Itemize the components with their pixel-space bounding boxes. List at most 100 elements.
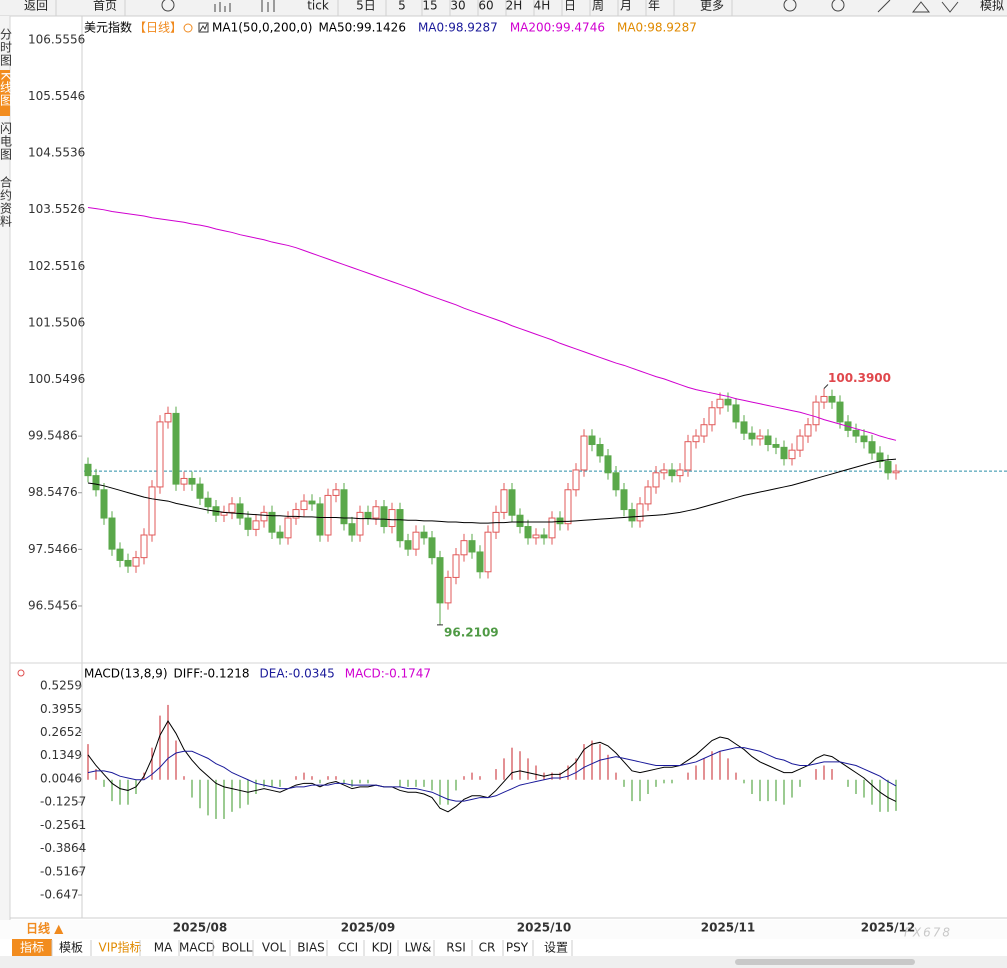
bottom-tab[interactable]: 模板 [59,941,83,955]
y-tick-label: -0.1257 [40,795,86,809]
toolbar-button[interactable]: 更多 [700,0,724,13]
toolbar-button[interactable]: 日 [564,0,576,13]
candle-body [732,404,740,423]
up-icon[interactable] [911,1,931,13]
settings-icon[interactable] [17,669,25,677]
candle-body [460,540,468,556]
candle-body [620,489,628,511]
toolbar-button[interactable]: 年 [648,0,660,13]
candle-body [372,506,380,519]
candle-body [172,412,180,485]
candle-body [596,444,604,457]
bottom-tab[interactable]: KDJ [372,941,393,955]
side-tab[interactable]: K线图 [0,72,13,107]
draw-icon[interactable] [877,0,891,13]
bottom-tab[interactable]: CCI [338,941,358,955]
bottom-tab[interactable]: BOLL [222,941,253,955]
candle-body [84,463,92,477]
candle-body [228,503,236,513]
toolbar-button[interactable]: 5日 [356,0,376,13]
candle-body [444,576,452,604]
period-label: 【日线】 [134,21,182,35]
bottom-tab[interactable]: RSI [446,941,466,955]
high-marker [823,384,829,389]
candle-icon[interactable] [261,0,275,12]
bottom-tab[interactable]: VIP指标 [99,940,142,955]
indicator-label: MA1(50,0,200,0) [212,21,312,35]
chart-title: 美元指数 [84,20,132,35]
bottom-tab[interactable]: LW& [405,941,432,955]
bottom-bar [0,920,1007,939]
candle-body [364,511,372,519]
toolbar-button[interactable]: 模拟 [980,0,1004,13]
candle-body [780,446,788,460]
toolbar-button[interactable]: 首页 [93,0,117,13]
chart-icon[interactable] [214,2,231,12]
bottom-tab[interactable]: VOL [262,941,286,955]
candle-body [308,500,316,505]
candle-body [356,511,364,536]
toolbar-button[interactable]: 返回 [24,0,48,13]
candle-body [692,435,700,443]
indicator-icon-line [199,23,208,32]
bottom-tab[interactable]: BIAS [297,941,325,955]
legend-entry: DIFF:-0.1218 [174,667,250,681]
bottom-tab[interactable]: 指标 [20,940,44,955]
candle-body [556,517,564,525]
period-selector[interactable]: 日线 ▲ [26,921,64,936]
candle-body [500,489,508,513]
side-bg [0,16,10,920]
candle-body [300,500,308,511]
scroll-thumb[interactable] [735,959,915,965]
candle-body [484,531,492,573]
refresh-icon[interactable] [161,0,175,12]
candle-body [764,435,772,446]
legend-entry: DEA:-0.0345 [260,667,335,681]
candle-body [812,401,820,426]
toolbar-button[interactable]: 月 [620,0,632,13]
candle-body [404,540,412,550]
candle-body [412,531,420,550]
zoom-in-icon[interactable] [831,0,845,12]
y-tick-label: 103.5526 [28,202,85,216]
candle-body [276,531,284,539]
y-tick-label: 106.5556 [28,32,85,46]
candle-body [236,503,244,519]
toolbar-button[interactable]: 15 [422,0,437,13]
candle-body [572,469,580,491]
y-tick-label: 0.3955 [40,702,82,716]
candle-body [204,497,212,508]
x-tick-label: 2025/12 [861,921,915,935]
toolbar-button[interactable]: 60 [478,0,493,13]
candle-body [852,429,860,437]
bottom-tab[interactable]: CR [479,941,496,955]
candle-body [524,526,532,539]
down-icon[interactable] [941,1,959,13]
y-tick-label: -0.2561 [40,818,86,832]
toolbar-button[interactable]: 30 [450,0,465,13]
toolbar-button[interactable]: 5 [398,0,406,13]
bottom-tab[interactable]: MA [154,941,173,955]
macd-line [87,719,897,813]
side-tab[interactable]: 合约资料 [0,175,13,228]
toolbar-button[interactable]: tick [307,0,329,13]
toolbar-button[interactable]: 周 [592,0,604,13]
bottom-tab[interactable]: 设置 [544,941,568,955]
toolbar-button[interactable]: 2H [506,0,523,13]
candle-body [796,435,804,451]
x-tick-label: 2025/09 [341,921,395,935]
low-label: 96.2109 [444,625,499,639]
candle-body [348,523,356,536]
bottom-tab[interactable]: MACD [179,941,215,955]
bottom-tab[interactable]: PSY [506,941,529,955]
side-tab[interactable]: 闪电图 [0,122,13,161]
candle-body [628,509,636,522]
candle-body [340,489,348,525]
toolbar-button[interactable]: 4H [534,0,551,13]
side-tab[interactable]: 分时图 [0,28,13,67]
add-icon[interactable] [183,23,193,33]
indicator-icon[interactable] [198,22,209,33]
zoom-out-icon[interactable] [783,0,797,12]
candle-body [836,401,844,423]
candle-body [396,509,404,542]
